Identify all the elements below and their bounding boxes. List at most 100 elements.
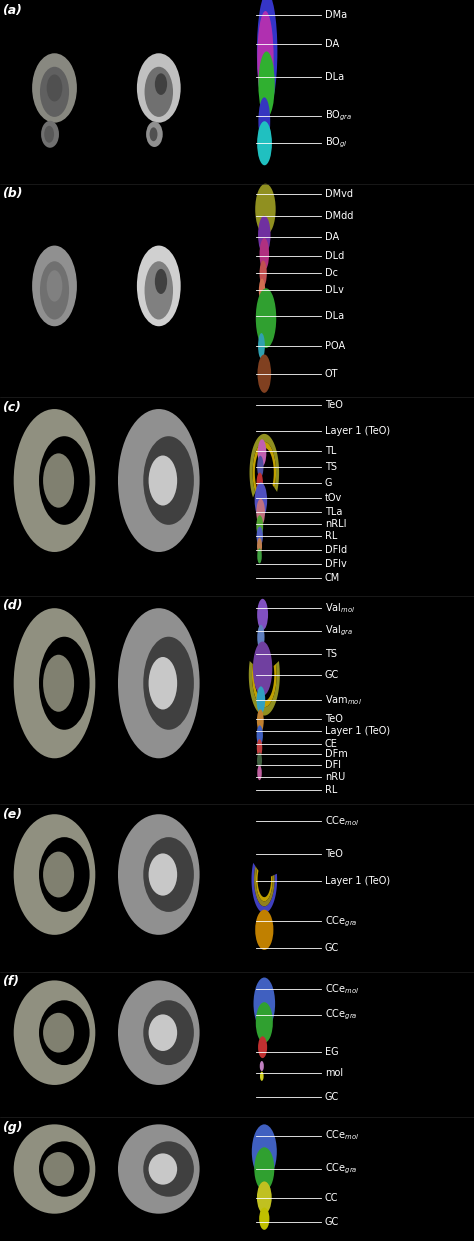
Ellipse shape: [32, 246, 77, 326]
Ellipse shape: [256, 499, 265, 526]
Text: DMa: DMa: [325, 10, 347, 20]
Ellipse shape: [14, 1124, 95, 1214]
Ellipse shape: [39, 1000, 90, 1065]
Ellipse shape: [155, 73, 167, 94]
Ellipse shape: [256, 686, 265, 714]
Ellipse shape: [257, 625, 264, 650]
Text: Layer 1 (TeO): Layer 1 (TeO): [325, 426, 390, 436]
Ellipse shape: [254, 1147, 274, 1191]
Ellipse shape: [260, 1061, 264, 1071]
Text: (b): (b): [2, 187, 23, 200]
Ellipse shape: [258, 51, 275, 118]
Text: Val$_{mol}$: Val$_{mol}$: [325, 602, 355, 616]
Ellipse shape: [148, 455, 177, 505]
Ellipse shape: [145, 262, 173, 319]
Text: TL: TL: [325, 446, 336, 455]
Text: CCe$_{gra}$: CCe$_{gra}$: [325, 1008, 357, 1023]
Text: (a): (a): [2, 4, 22, 16]
Text: DA: DA: [325, 38, 339, 50]
Ellipse shape: [260, 261, 267, 287]
Text: DFl: DFl: [325, 759, 341, 769]
Ellipse shape: [257, 599, 268, 630]
Ellipse shape: [256, 725, 263, 746]
Ellipse shape: [257, 355, 271, 393]
Ellipse shape: [118, 1124, 200, 1214]
Ellipse shape: [257, 710, 264, 732]
Ellipse shape: [260, 238, 269, 271]
Text: Layer 1 (TeO): Layer 1 (TeO): [325, 726, 390, 736]
Text: CCe$_{mol}$: CCe$_{mol}$: [325, 1128, 359, 1143]
Text: EG: EG: [325, 1046, 338, 1056]
Ellipse shape: [39, 436, 90, 525]
Text: BO$_{gra}$: BO$_{gra}$: [325, 108, 352, 123]
Ellipse shape: [40, 67, 69, 117]
Text: BO$_{gl}$: BO$_{gl}$: [325, 137, 347, 150]
Ellipse shape: [256, 526, 263, 546]
Ellipse shape: [44, 125, 54, 143]
Text: GC: GC: [325, 1217, 339, 1227]
Ellipse shape: [43, 1013, 74, 1052]
Ellipse shape: [14, 814, 95, 934]
Ellipse shape: [256, 1003, 273, 1042]
Text: CE: CE: [325, 738, 337, 748]
Text: TeO: TeO: [325, 849, 343, 860]
Ellipse shape: [146, 122, 163, 146]
Polygon shape: [249, 434, 279, 498]
Ellipse shape: [39, 838, 90, 912]
Text: TLa: TLa: [325, 508, 342, 517]
Text: G: G: [325, 478, 332, 488]
Polygon shape: [249, 661, 280, 716]
Ellipse shape: [118, 980, 200, 1085]
Text: nRU: nRU: [325, 772, 345, 782]
Text: DFlv: DFlv: [325, 558, 346, 568]
Ellipse shape: [150, 128, 157, 141]
Text: CCe$_{gra}$: CCe$_{gra}$: [325, 1162, 357, 1176]
Ellipse shape: [43, 1152, 74, 1186]
Ellipse shape: [43, 655, 74, 712]
Text: (f): (f): [2, 975, 19, 988]
Ellipse shape: [148, 1014, 177, 1051]
Ellipse shape: [256, 473, 263, 493]
Text: (e): (e): [2, 808, 22, 820]
Ellipse shape: [46, 74, 63, 102]
Text: DLa: DLa: [325, 311, 344, 321]
Ellipse shape: [257, 0, 277, 110]
Text: nRLI: nRLI: [325, 519, 346, 529]
Text: Val$_{gra}$: Val$_{gra}$: [325, 624, 353, 638]
Ellipse shape: [257, 752, 262, 768]
Text: DLv: DLv: [325, 285, 344, 295]
Text: GC: GC: [325, 943, 339, 953]
Text: Vam$_{mol}$: Vam$_{mol}$: [325, 692, 362, 707]
Text: TS: TS: [325, 462, 337, 472]
Ellipse shape: [252, 1124, 277, 1179]
Polygon shape: [253, 442, 276, 493]
Ellipse shape: [258, 1036, 267, 1059]
Ellipse shape: [143, 436, 194, 525]
Text: (g): (g): [2, 1121, 23, 1133]
Ellipse shape: [46, 271, 63, 302]
Text: tOv: tOv: [325, 494, 342, 504]
Ellipse shape: [257, 766, 262, 781]
Text: OT: OT: [325, 369, 338, 379]
Text: CCe$_{mol}$: CCe$_{mol}$: [325, 814, 359, 828]
Text: RL: RL: [325, 784, 337, 794]
Ellipse shape: [118, 410, 200, 552]
Text: RL: RL: [325, 531, 337, 541]
Text: Dc: Dc: [325, 268, 337, 278]
Ellipse shape: [137, 246, 181, 326]
Ellipse shape: [118, 608, 200, 758]
Ellipse shape: [257, 1181, 272, 1214]
Text: DA: DA: [325, 232, 339, 242]
Ellipse shape: [255, 184, 276, 235]
Polygon shape: [254, 866, 274, 906]
Text: DLd: DLd: [325, 251, 344, 262]
Ellipse shape: [254, 978, 275, 1030]
Ellipse shape: [43, 851, 74, 897]
Ellipse shape: [14, 410, 95, 552]
Text: CCe$_{gra}$: CCe$_{gra}$: [325, 915, 357, 928]
Ellipse shape: [258, 97, 270, 145]
Text: DMvd: DMvd: [325, 190, 353, 200]
Ellipse shape: [253, 642, 272, 696]
Ellipse shape: [39, 1142, 90, 1196]
Ellipse shape: [14, 608, 95, 758]
